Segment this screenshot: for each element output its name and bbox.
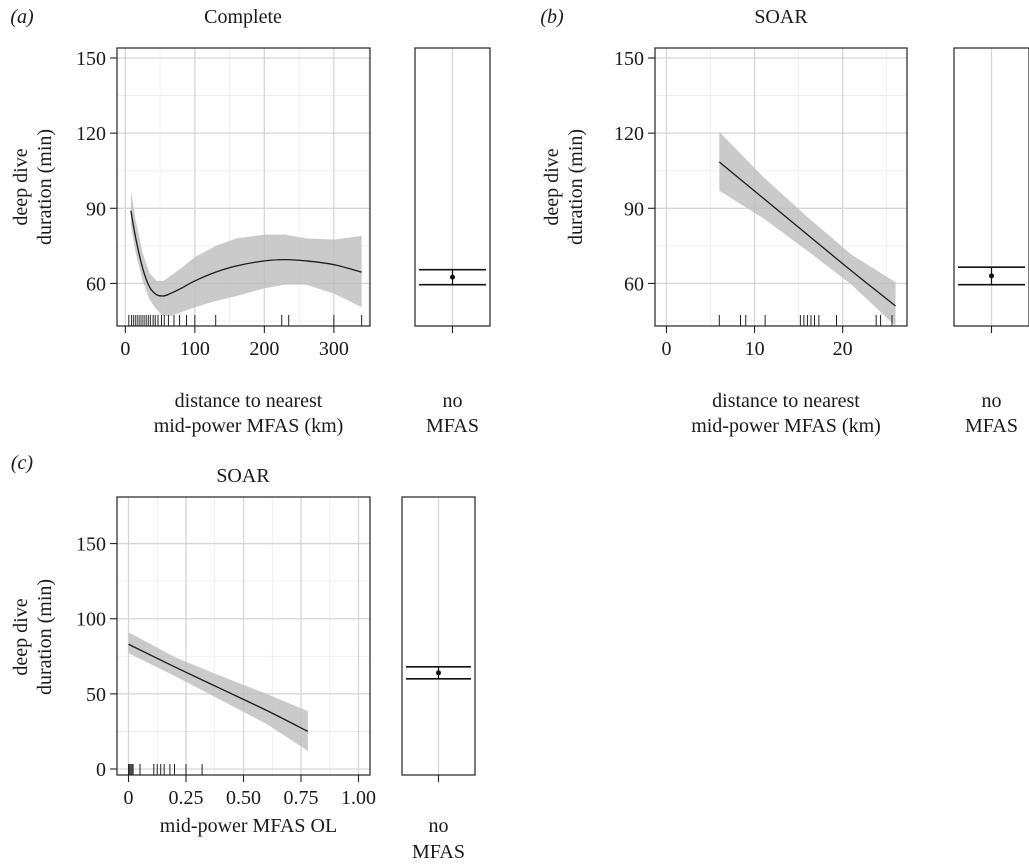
x-tick-label: 100 [180, 338, 210, 360]
inset-point [436, 670, 441, 676]
inset-x-label: MFAS [965, 415, 1018, 437]
x-tick-label: 300 [319, 338, 349, 360]
fitted-line [128, 643, 309, 733]
inset-x-label: no [443, 390, 463, 412]
x-tick-label: 10 [745, 338, 765, 360]
plot-frame [654, 47, 908, 327]
y-tick-label: 0 [96, 759, 106, 781]
y-axis-title-line: deep dive [10, 598, 32, 675]
fitted-line [718, 161, 896, 307]
x-axis-title: distance to nearest [175, 390, 323, 412]
panel-label: (c) [11, 452, 34, 474]
x-tick-label: 0.50 [226, 787, 261, 809]
y-axis-title: deep dive duration (min) [10, 129, 56, 245]
chart-title: Complete [204, 6, 282, 28]
inset-x-label: MFAS [412, 841, 465, 863]
y-axis-title-line: deep dive [541, 148, 563, 225]
x-tick-label: 0 [120, 338, 130, 360]
inset-x-label: MFAS [426, 415, 479, 437]
y-tick-label: 150 [76, 48, 106, 70]
x-tick-label: 0.25 [169, 787, 204, 809]
panel-b: (b) SOAR 0 10 20 60 90 120 150 distance to neares… [540, 6, 1029, 437]
x-tick-label: 200 [249, 338, 279, 360]
inset-point [450, 274, 455, 280]
panel-label: (a) [10, 6, 34, 28]
y-axis-title-line: duration (min) [34, 579, 56, 695]
no-mfas-inset: no MFAS [401, 496, 476, 863]
y-tick-label: 60 [86, 273, 106, 295]
rug-marks [718, 315, 893, 326]
x-tick-label: 0 [661, 338, 671, 360]
y-tick-label: 90 [624, 198, 644, 220]
y-axis-title-line: duration (min) [565, 129, 587, 245]
rug-marks [128, 315, 363, 326]
y-tick-label: 50 [86, 684, 106, 706]
no-mfas-inset: no MFAS [414, 47, 491, 437]
x-axis-title: distance to nearest [712, 390, 860, 412]
x-axis-title: mid-power MFAS OL [160, 815, 337, 837]
inset-point [989, 273, 994, 279]
rug-marks [128, 764, 203, 775]
confidence-band [128, 632, 308, 751]
x-tick-label: 20 [833, 338, 853, 360]
y-tick-label: 90 [86, 198, 106, 220]
fitted-line [130, 210, 362, 297]
x-tick-label: 0 [124, 787, 134, 809]
panel-label: (b) [540, 6, 564, 28]
x-tick-label: 1.00 [341, 787, 376, 809]
y-axis-title-line: deep dive [10, 148, 32, 225]
y-axis-title: deep dive duration (min) [10, 579, 56, 695]
inset-x-label: no [982, 390, 1002, 412]
chart-title: SOAR [216, 465, 270, 487]
y-axis-title: deep dive duration (min) [541, 129, 587, 245]
y-tick-label: 150 [76, 534, 106, 556]
x-axis-title: mid-power MFAS (km) [691, 415, 881, 437]
chart-title: SOAR [754, 6, 808, 28]
y-tick-label: 60 [624, 273, 644, 295]
inset-x-label: no [429, 815, 449, 837]
x-tick-label: 0.75 [284, 787, 319, 809]
no-mfas-inset: no MFAS [953, 47, 1029, 437]
y-tick-label: 100 [76, 609, 106, 631]
y-axis-title-line: duration (min) [34, 129, 56, 245]
panel-a: (a) Complete 0 100 200 300 60 90 120 150 distance … [10, 6, 491, 437]
panel-c: (c) SOAR 0 0.25 0.50 0.75 1.00 0 50 100 150 mid-pow… [10, 452, 476, 863]
plot-frame [116, 47, 371, 327]
x-axis-title: mid-power MFAS (km) [154, 415, 344, 437]
y-tick-label: 150 [614, 48, 644, 70]
confidence-band [719, 131, 896, 326]
confidence-band [130, 190, 362, 316]
y-tick-label: 120 [614, 123, 644, 145]
y-tick-label: 120 [76, 123, 106, 145]
grid [117, 497, 370, 775]
